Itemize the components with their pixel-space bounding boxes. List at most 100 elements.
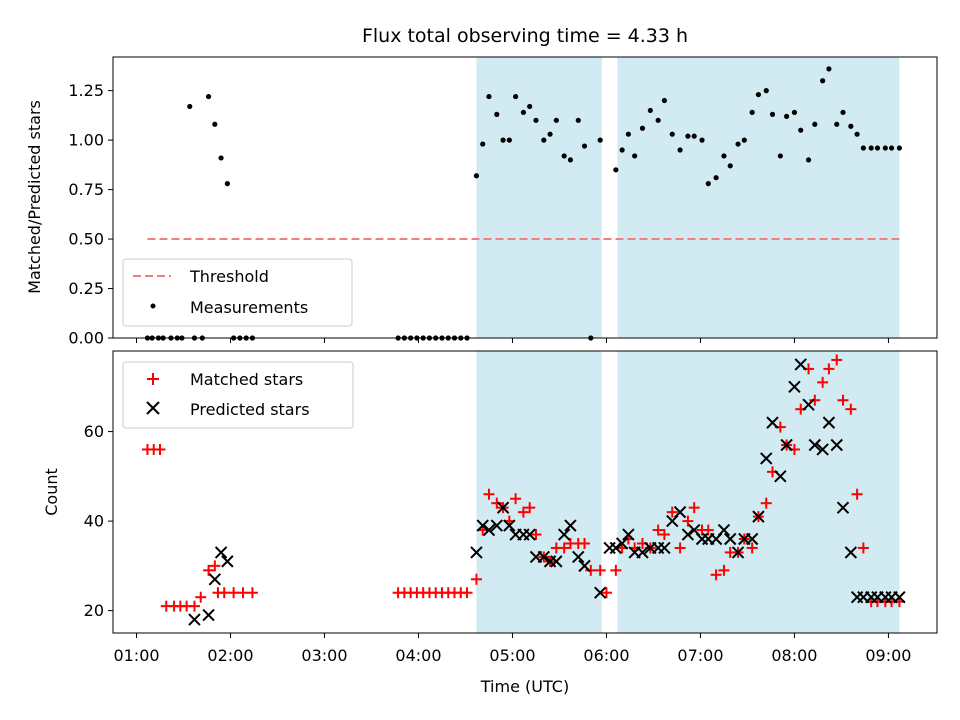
- matched-star-point: [530, 529, 542, 541]
- predicted-star-point: [766, 416, 779, 429]
- matched-star-point: [823, 363, 835, 375]
- measurement-point: [848, 123, 854, 129]
- matched-star-point: [845, 403, 857, 415]
- measurement-point: [632, 153, 638, 159]
- count-x-tick-label: 09:00: [865, 646, 911, 665]
- predicted-star-point: [572, 550, 585, 564]
- ratio-y-tick-label: 0.00: [68, 329, 104, 348]
- measurement-point: [547, 131, 553, 137]
- count-panel: 20 40 60 01:00 02:00 03:00 04:00 05:00 06:00 07:…: [42, 350, 938, 696]
- measurement-point: [820, 78, 826, 84]
- ratio-y-tick-label: 0.50: [68, 230, 104, 249]
- measurements-legend-swatch: [150, 303, 156, 309]
- count-y-axis-label: Count: [42, 468, 61, 516]
- count-plot-frame: [112, 350, 938, 634]
- predicted-star-point: [503, 519, 516, 532]
- ratio-y-tick-label: 0.75: [68, 180, 104, 199]
- matched-star-point: [702, 524, 714, 536]
- predicted-star-point: [636, 546, 649, 559]
- matched-star-point: [760, 497, 772, 509]
- predicted-star-point: [717, 523, 731, 537]
- measurement-point: [834, 121, 840, 127]
- predicted-star-point: [731, 546, 745, 559]
- measurement-point: [486, 93, 492, 100]
- measurement-point: [755, 91, 762, 98]
- predicted-star-point: [774, 470, 787, 483]
- count-x-tick-label: 03:00: [301, 646, 347, 665]
- predicted-star-point: [830, 438, 843, 452]
- matched-star-point: [218, 587, 230, 599]
- ratio-plot-frame: [112, 56, 938, 339]
- measurement-point: [473, 173, 480, 179]
- measurement-point: [187, 103, 193, 110]
- measurement-point: [639, 125, 646, 131]
- count-y-ticks: 20 40 60: [84, 422, 113, 620]
- matched-star-point: [461, 587, 473, 599]
- measurement-point: [741, 137, 747, 143]
- chart-title: Flux total observing time = 4.33 h: [362, 25, 688, 47]
- measurement-point: [597, 137, 603, 143]
- count-y-tick-label: 20: [84, 601, 104, 620]
- predicted-legend-swatch: [146, 401, 160, 415]
- count-x-ticks: 01:00 02:00 03:00 04:00 05:00 06:00 07:00 08:00…: [113, 633, 911, 665]
- measurement-point: [860, 145, 866, 151]
- matched-star-point: [837, 394, 849, 406]
- measurement-point: [677, 147, 683, 153]
- measurement-point: [575, 117, 581, 123]
- matched-star-point: [524, 502, 536, 514]
- count-x-tick-label: 08:00: [771, 646, 817, 665]
- matched-star-point: [188, 600, 200, 612]
- matched-star-point: [666, 506, 678, 518]
- predicted-star-point: [836, 501, 850, 514]
- matched-star-point: [710, 569, 722, 581]
- predicted-star-point: [523, 528, 536, 541]
- threshold-legend-label: Threshold: [189, 267, 269, 286]
- matched-star-point: [558, 542, 570, 554]
- predicted-star-point: [615, 537, 629, 550]
- measurement-point: [613, 167, 619, 173]
- count-legend: Matched stars Predicted stars: [122, 361, 354, 429]
- count-marks: [141, 354, 906, 626]
- observing-intervals: [476, 57, 900, 338]
- predicted-star-point: [496, 501, 510, 514]
- count-observing-interval-1: [617, 351, 900, 633]
- count-x-tick-label: 02:00: [207, 646, 253, 665]
- measurement-point: [581, 143, 588, 149]
- predicted-star-point: [822, 416, 836, 429]
- measurement-point: [224, 181, 230, 187]
- matched-legend-label: Matched stars: [190, 370, 303, 389]
- matched-star-point: [517, 506, 529, 518]
- predicted-star-point: [808, 438, 822, 452]
- predicted-legend-label: Predicted stars: [190, 400, 310, 419]
- matched-star-point: [195, 591, 207, 603]
- measurement-point: [561, 153, 567, 159]
- measurement-point: [553, 117, 559, 123]
- measurement-point: [735, 141, 741, 147]
- measurement-point: [699, 137, 705, 143]
- measurement-point: [218, 155, 224, 161]
- ratio-y-tick-label: 0.25: [68, 279, 104, 298]
- measurement-point: [868, 145, 874, 151]
- matched-star-point: [674, 542, 686, 554]
- matched-star-point: [483, 488, 495, 500]
- predicted-star-point: [470, 546, 483, 559]
- measurement-point: [882, 145, 888, 151]
- predicted-star-point: [752, 510, 765, 523]
- matched-star-point: [228, 587, 240, 599]
- measurement-point: [749, 109, 755, 116]
- measurement-point: [541, 137, 547, 143]
- measurement-point: [713, 175, 719, 181]
- matched-star-point: [203, 564, 215, 576]
- measurement-point: [212, 121, 218, 127]
- matched-star-point: [246, 587, 258, 599]
- measurement-point: [647, 107, 653, 114]
- ratio-x-ticks: [135, 338, 889, 343]
- predicted-star-point: [788, 380, 801, 394]
- measurement-point: [798, 127, 804, 133]
- predicted-star-point: [622, 528, 635, 541]
- ratio-panel: 0.00 0.25 0.50 0.75 1.00 1.25 Flux total obse…: [25, 25, 938, 348]
- matched-star-point: [491, 497, 503, 509]
- measurement-point: [826, 66, 832, 72]
- matched-star-point: [746, 542, 758, 554]
